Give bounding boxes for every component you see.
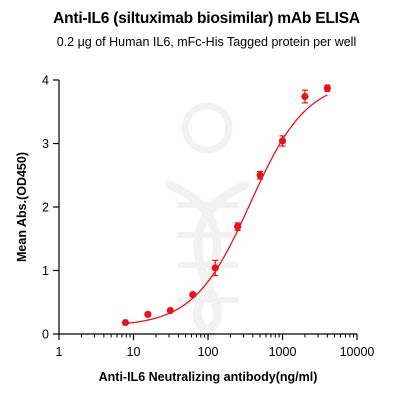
watermark-ring xyxy=(181,102,233,154)
data-point xyxy=(166,306,174,315)
data-point xyxy=(144,310,152,318)
data-point xyxy=(234,223,242,231)
data-point xyxy=(323,84,331,92)
x-axis-title: Anti-IL6 Neutralizing antibody(ng/ml) xyxy=(99,370,318,384)
data-point xyxy=(189,291,197,299)
data-point xyxy=(301,92,309,101)
chart-title: Anti-IL6 (siltuximab biosimilar) mAb ELI… xyxy=(53,10,360,27)
y-axis-title: Mean Abs.(OD450) xyxy=(15,152,29,262)
y-tick-label: 1 xyxy=(42,264,49,278)
y-tick-label: 0 xyxy=(42,328,49,342)
x-tick-label: 10000 xyxy=(340,345,375,359)
data-point xyxy=(121,318,130,327)
x-tick-label: 10 xyxy=(127,345,141,359)
x-tick-label: 100 xyxy=(198,345,219,359)
y-tick-label: 3 xyxy=(42,137,49,151)
y-tick-label: 4 xyxy=(42,74,49,88)
watermark-logo xyxy=(165,102,250,340)
data-point xyxy=(278,137,287,145)
data-point xyxy=(211,264,219,272)
x-tick-label: 1 xyxy=(56,345,63,359)
y-tick-label: 2 xyxy=(42,201,49,215)
chart-subtitle: 0.2 μg of Human IL6, mFc-His Tagged prot… xyxy=(56,35,357,49)
x-tick-label: 1000 xyxy=(269,345,297,359)
fit-curve-line xyxy=(125,94,328,325)
data-point xyxy=(256,171,264,179)
